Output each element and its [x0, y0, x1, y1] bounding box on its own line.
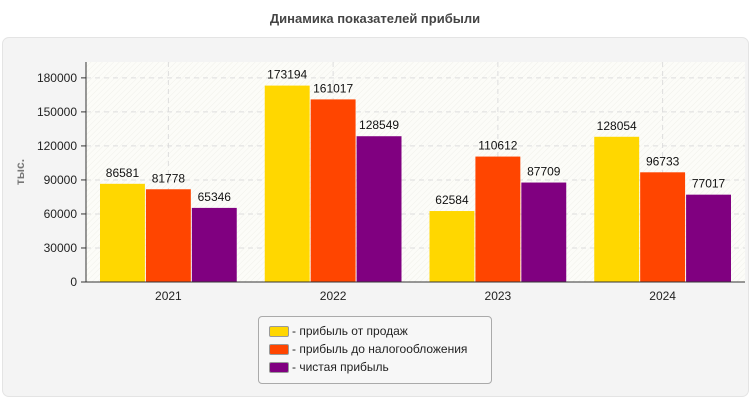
legend-label: - чистая прибыль — [292, 360, 389, 374]
y-tick-label: 150000 — [37, 105, 77, 119]
legend-item-sales-profit: - прибыль от продаж — [269, 324, 408, 338]
data-label: 96733 — [646, 154, 680, 168]
data-label: 65346 — [198, 190, 232, 204]
x-tick-label: 2023 — [485, 289, 512, 303]
bar — [686, 194, 731, 282]
data-label: 87709 — [527, 165, 561, 179]
bar — [191, 207, 237, 282]
legend-label: - прибыль до налогообложения — [292, 342, 468, 356]
bar — [356, 136, 402, 282]
bar — [521, 182, 567, 282]
bar — [310, 99, 356, 282]
data-label: 62584 — [435, 193, 469, 207]
bar — [429, 211, 475, 282]
legend-item-net-profit: - чистая прибыль — [269, 360, 389, 374]
y-tick-label: 60000 — [44, 207, 78, 221]
legend-swatch-orange — [269, 343, 289, 355]
legend-label: - прибыль от продаж — [292, 324, 408, 338]
x-tick-label: 2021 — [155, 289, 182, 303]
chart-title: Динамика показателей прибыли — [269, 11, 481, 26]
y-tick-label: 120000 — [37, 139, 77, 153]
data-label: 77017 — [692, 177, 726, 191]
legend: - прибыль от продаж - прибыль до налогоо… — [258, 316, 492, 384]
legend-swatch-yellow — [269, 325, 289, 337]
data-label: 86581 — [106, 166, 140, 180]
y-tick-label: 90000 — [44, 173, 78, 187]
legend-swatch-purple — [269, 361, 289, 373]
bar — [594, 136, 640, 282]
data-label: 128549 — [359, 118, 399, 132]
data-label: 173194 — [267, 68, 307, 82]
x-tick-label: 2022 — [320, 289, 347, 303]
y-axis-label: тыс. — [13, 159, 27, 185]
x-tick-label: 2024 — [649, 289, 676, 303]
data-label: 110612 — [478, 139, 517, 153]
y-tick-label: 180000 — [37, 71, 77, 85]
bar — [100, 183, 145, 282]
data-label: 128054 — [597, 119, 637, 133]
y-tick-label: 0 — [70, 275, 77, 289]
data-label: 161017 — [313, 81, 353, 95]
bar — [475, 156, 521, 282]
data-label: 81778 — [152, 171, 186, 185]
bar — [145, 189, 191, 282]
legend-item-pretax-profit: - прибыль до налогообложения — [269, 342, 467, 356]
bar — [264, 85, 310, 282]
y-tick-label: 30000 — [44, 241, 78, 255]
bar — [640, 172, 686, 282]
